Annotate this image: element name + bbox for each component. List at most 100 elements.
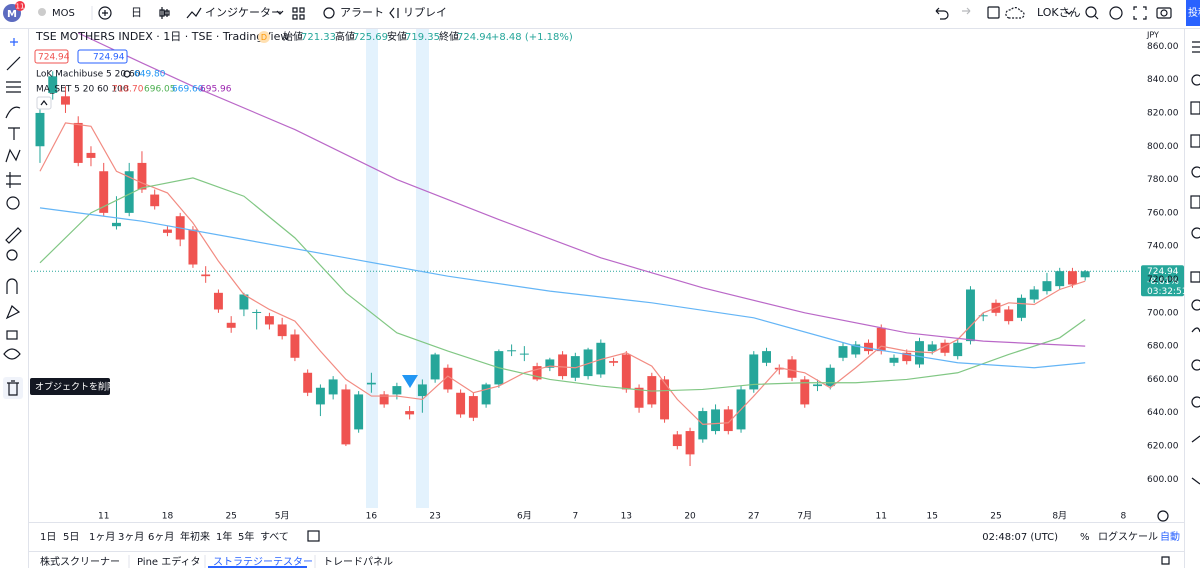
indicators-button[interactable]: インジケーター (205, 6, 282, 19)
news[interactable] (1190, 134, 1200, 148)
candle-body (1055, 271, 1065, 287)
legend-badge: D (261, 33, 267, 42)
draw-mode-tool[interactable] (5, 305, 21, 320)
range-button[interactable]: 3ヶ月 (118, 531, 144, 543)
search-button[interactable] (1085, 6, 1097, 18)
candle-body (1004, 309, 1014, 322)
range-button[interactable]: 6ヶ月 (148, 531, 174, 543)
highlight-band (416, 28, 429, 508)
indicator-line (77, 32, 1086, 347)
interval[interactable]: 日 (131, 6, 142, 19)
collapse-legend[interactable] (36, 96, 52, 110)
log-toggle[interactable]: ログスケール (1098, 530, 1158, 543)
goto-date[interactable] (307, 530, 320, 542)
candle-body (596, 342, 606, 375)
chat[interactable] (1190, 271, 1200, 283)
candle-body (264, 316, 274, 325)
settings-button[interactable] (1109, 6, 1123, 20)
ideas[interactable] (1190, 195, 1200, 209)
buy-box[interactable] (77, 49, 128, 64)
user-layout[interactable]: LOKさん (1037, 6, 1081, 19)
select-box[interactable] (987, 6, 1000, 19)
indicator-settings[interactable] (123, 70, 131, 78)
streams[interactable] (1191, 227, 1200, 239)
x-tick-label: 6月 (517, 511, 532, 522)
tab[interactable]: ストラテジーテスター (213, 556, 313, 568)
candle-body (430, 354, 440, 380)
candle-body (111, 222, 121, 227)
range-button[interactable]: 5日 (63, 532, 79, 543)
maximize-panel[interactable] (1161, 556, 1170, 565)
visibility-tool[interactable] (3, 348, 21, 360)
calendar[interactable] (1191, 166, 1200, 178)
layouts-button[interactable] (292, 7, 305, 20)
publish-button[interactable] (1186, 0, 1200, 26)
auto-toggle[interactable]: 自動 (1160, 530, 1180, 543)
compare-button[interactable] (98, 6, 112, 20)
magnet-tool[interactable] (6, 278, 18, 294)
ruler-tool[interactable] (5, 227, 22, 244)
ops2[interactable] (1191, 477, 1200, 485)
snapshot-button[interactable] (1156, 7, 1172, 19)
range-button[interactable]: 1日 (40, 532, 56, 543)
data-window[interactable] (1190, 101, 1200, 115)
range-button[interactable]: すべて (260, 531, 289, 543)
order[interactable] (1191, 396, 1200, 408)
axis-settings[interactable] (1157, 510, 1169, 522)
ohlc-value: 721.33 (301, 32, 336, 43)
ohlc-label: 高値 (335, 30, 355, 43)
currency[interactable]: JPY (1146, 31, 1159, 40)
range-button[interactable]: 1ヶ月 (89, 531, 115, 543)
replay-button[interactable]: リプレイ (403, 6, 447, 19)
range-button[interactable]: 5年 (238, 530, 254, 543)
y-tick-label: 720.00 (1147, 275, 1179, 285)
candle-body (328, 379, 338, 395)
chart-type-button[interactable] (159, 7, 170, 19)
x-tick-label: 7月 (797, 511, 812, 522)
ohlc-value: 725.69 (353, 32, 388, 43)
delete-tool[interactable] (7, 380, 19, 396)
dropdown[interactable] (276, 10, 284, 15)
range-button[interactable]: 年初来 (180, 530, 210, 543)
hotlist[interactable] (1191, 359, 1200, 371)
range-button[interactable]: 1年 (216, 530, 232, 543)
text-tool[interactable] (8, 127, 20, 140)
watchlist[interactable] (1192, 41, 1200, 53)
candle-body (35, 112, 45, 147)
symbol[interactable]: MOS (52, 8, 75, 19)
tooltip-text: オブジェクトを削除 (35, 381, 116, 393)
brush-tool[interactable] (5, 106, 21, 119)
lens (1160, 9, 1168, 17)
redo-button[interactable] (962, 7, 971, 15)
tab[interactable]: トレードパネル (323, 556, 393, 568)
candle-body (86, 152, 96, 158)
sell-box[interactable] (34, 49, 69, 64)
help[interactable] (1191, 327, 1200, 333)
ops[interactable] (1191, 435, 1200, 443)
dropdown[interactable] (1065, 10, 1073, 15)
notifications[interactable] (1191, 299, 1200, 311)
crosshair-tool[interactable] (10, 38, 18, 46)
tab[interactable]: Pine エディタ (137, 555, 201, 568)
clock[interactable]: 02:48:07 (UTC) (982, 532, 1058, 543)
fullscreen-button[interactable] (1133, 6, 1147, 20)
trend-line-tool[interactable] (6, 56, 21, 71)
undo-button[interactable] (935, 7, 949, 20)
emoji-tool[interactable] (6, 196, 20, 210)
candle-body (443, 367, 453, 390)
candle-body (800, 379, 810, 405)
forecast-tool[interactable] (6, 172, 21, 188)
x-tick-label: 18 (162, 512, 174, 522)
pattern-tool[interactable] (5, 148, 21, 163)
top-toolbar (0, 0, 1200, 28)
zoom-tool[interactable] (6, 249, 18, 261)
lock-tool[interactable] (6, 330, 18, 340)
highlight-band (366, 28, 378, 508)
tab[interactable]: 株式スクリーナー (40, 555, 120, 568)
alerts[interactable] (1191, 74, 1200, 86)
fib-tool[interactable] (6, 81, 21, 93)
candle-body (570, 356, 580, 378)
indicator-name: LoK Machibuse 5 20 60 (36, 70, 141, 80)
alert-button[interactable]: アラート (340, 6, 384, 19)
percent-toggle[interactable]: % (1080, 532, 1090, 543)
